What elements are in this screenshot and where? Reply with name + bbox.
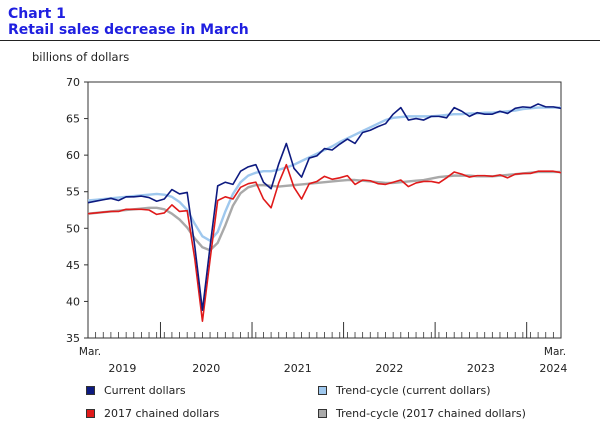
y-tick-label: 50 [66, 222, 80, 235]
y-tick-label: 55 [66, 186, 80, 199]
x-year-label: 2024 [539, 362, 567, 375]
y-tick-label: 45 [66, 259, 80, 272]
x-start-label: Mar. [79, 346, 101, 358]
x-year-label: 2023 [467, 362, 495, 375]
y-tick-label: 70 [66, 76, 80, 89]
chart-title: Retail sales decrease in March [8, 22, 249, 38]
x-year-label: 2022 [375, 362, 403, 375]
y-tick-label: 40 [66, 295, 80, 308]
chart-header: Chart 1 Retail sales decrease in March [8, 6, 600, 38]
series-line-chained [87, 163, 562, 322]
y-tick-label: 35 [66, 332, 80, 345]
series-line-trend_current [87, 106, 561, 242]
y-tick-label: 65 [66, 113, 80, 126]
x-year-label: 2021 [284, 362, 312, 375]
x-year-label: 2020 [192, 362, 220, 375]
chart-number: Chart 1 [8, 6, 66, 22]
y-tick-label: 60 [66, 149, 80, 162]
x-end-label: Mar. [544, 346, 566, 358]
plot-frame [87, 81, 562, 339]
header-divider [0, 40, 600, 41]
y-axis-label: billions of dollars [32, 50, 129, 64]
series-line-current [87, 103, 562, 312]
series-line-trend_chained [87, 170, 561, 252]
x-year-label: 2019 [108, 362, 136, 375]
